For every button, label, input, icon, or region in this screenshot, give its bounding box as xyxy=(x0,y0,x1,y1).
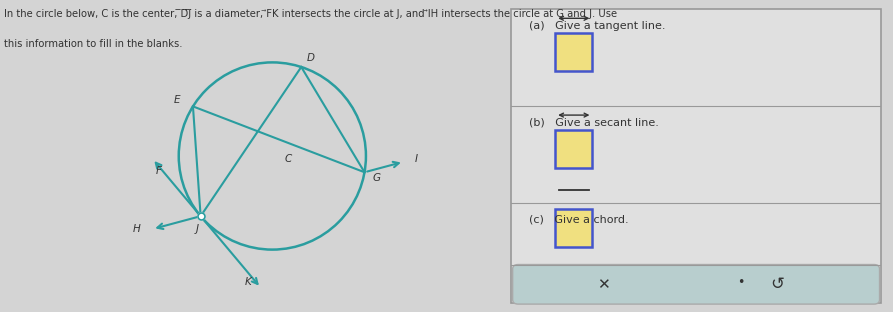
FancyBboxPatch shape xyxy=(555,33,592,71)
Text: F: F xyxy=(155,166,162,176)
Text: ✕: ✕ xyxy=(597,277,610,292)
Text: D: D xyxy=(306,53,314,63)
Text: this information to fill in the blanks.: this information to fill in the blanks. xyxy=(4,39,183,49)
Text: (b)   Give a secant line.: (b) Give a secant line. xyxy=(530,118,659,128)
Text: •: • xyxy=(737,275,744,289)
Text: G: G xyxy=(373,173,381,183)
FancyBboxPatch shape xyxy=(555,209,592,247)
FancyBboxPatch shape xyxy=(555,130,592,168)
Text: C: C xyxy=(284,154,291,164)
Text: J: J xyxy=(196,224,199,234)
Text: K: K xyxy=(245,277,252,287)
Text: (a)   Give a tangent line.: (a) Give a tangent line. xyxy=(530,21,666,31)
Text: E: E xyxy=(174,95,180,105)
Text: I: I xyxy=(414,154,418,163)
Text: (c)   Give a chord.: (c) Give a chord. xyxy=(530,215,629,225)
FancyBboxPatch shape xyxy=(513,265,880,304)
Text: ↺: ↺ xyxy=(771,275,785,293)
FancyBboxPatch shape xyxy=(511,9,881,303)
Text: H: H xyxy=(133,224,141,234)
Text: In the circle below, C is the center, ̅D̅J̅ is a diameter, ⃗FK intersects the ci: In the circle below, C is the center, ̅D… xyxy=(4,9,618,19)
